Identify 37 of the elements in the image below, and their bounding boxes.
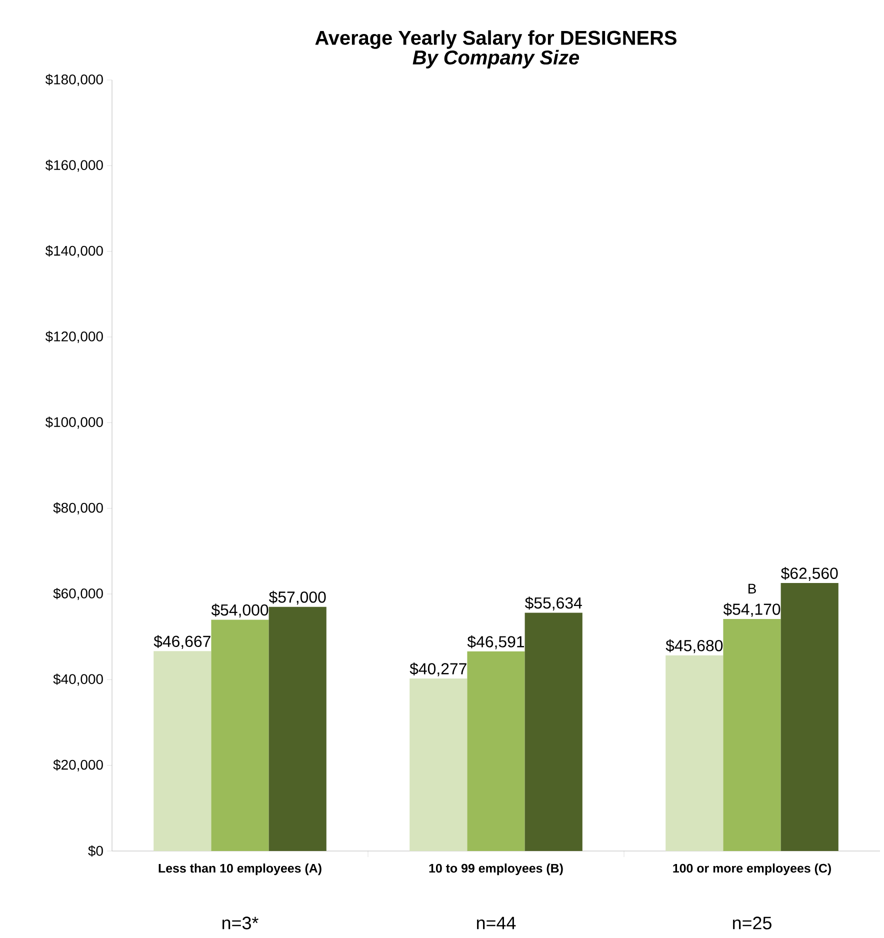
x-tick-label: Less than 10 employees (A) <box>158 864 322 876</box>
y-tick-label: $40,000 <box>53 674 103 686</box>
data-label: $54,170 <box>723 602 780 617</box>
data-label: $55,634 <box>524 596 582 610</box>
data-label: $54,000 <box>211 604 268 618</box>
data-label: $46,667 <box>154 635 210 649</box>
y-tick-label: $20,000 <box>53 759 103 772</box>
y-tick-label: $0 <box>88 845 103 857</box>
data-label: $62,560 <box>780 566 838 581</box>
chart-title: Average Yearly Salary for DESIGNERS <box>315 30 676 49</box>
data-label: $45,680 <box>666 639 723 654</box>
bar <box>780 583 838 851</box>
bar <box>410 678 468 851</box>
bar <box>723 618 781 851</box>
text: n=25 <box>733 916 772 930</box>
bar <box>666 655 724 851</box>
bar <box>154 651 212 851</box>
x-tick-label: 10 to 99 employees (B) <box>429 864 563 876</box>
data-label: $40,277 <box>410 662 466 676</box>
x-tick-label: 100 or more employees (C) <box>673 864 831 876</box>
y-tick-label: $140,000 <box>45 245 103 258</box>
bar <box>211 620 269 851</box>
bar <box>268 606 326 851</box>
data-label: $57,000 <box>268 590 326 605</box>
y-tick-label: $120,000 <box>45 330 103 344</box>
annotation: B <box>748 584 756 594</box>
y-tick-label: $60,000 <box>53 588 103 600</box>
text: n=44 <box>476 916 516 930</box>
bar <box>467 651 525 851</box>
y-tick-label: $160,000 <box>45 160 103 172</box>
bar <box>524 612 582 851</box>
data-label: $46,591 <box>467 635 524 650</box>
chart-subtitle: By Company Size <box>412 50 580 68</box>
y-tick-label: $80,000 <box>53 502 103 514</box>
y-tick-label: $180,000 <box>45 74 103 86</box>
text: n=3* <box>222 916 258 930</box>
y-tick-label: $100,000 <box>45 416 103 429</box>
